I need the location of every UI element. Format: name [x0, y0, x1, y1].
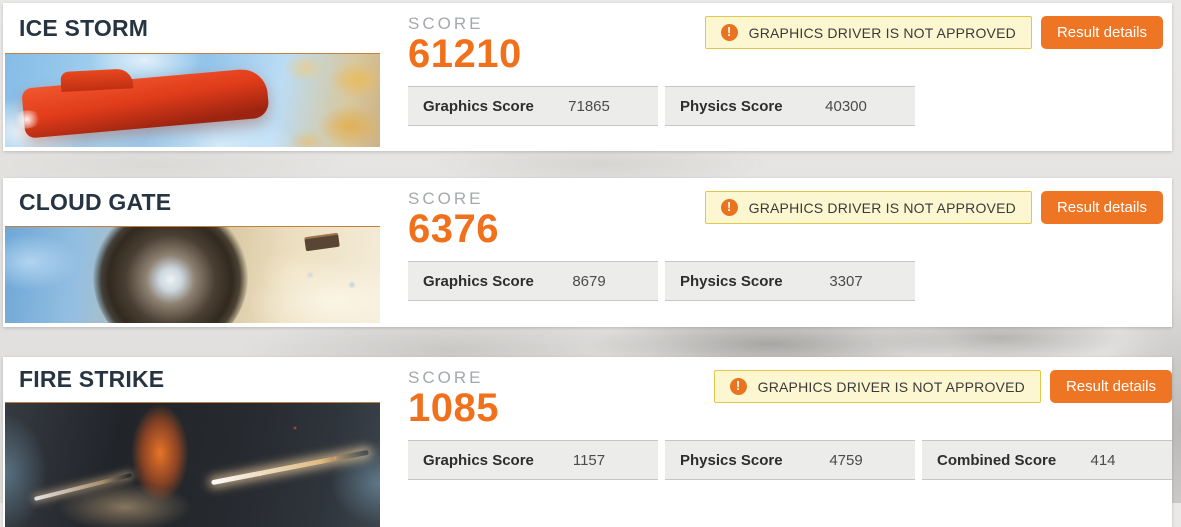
- driver-warning-text: GRAPHICS DRIVER IS NOT APPROVED: [748, 24, 1016, 41]
- gate-ring-graphic: [93, 227, 248, 323]
- physics-score-cell: Physics Score 40300: [665, 86, 915, 127]
- driver-warning-badge: ! GRAPHICS DRIVER IS NOT APPROVED: [713, 370, 1041, 403]
- sub-score-table: Graphics Score 1157 Physics Score 4759 C…: [408, 440, 1172, 481]
- driver-warning-badge: ! GRAPHICS DRIVER IS NOT APPROVED: [704, 16, 1032, 49]
- ice-storm-artwork: [5, 53, 380, 147]
- benchmark-card-fire-strike: FIRE STRIKE SCORE 1085 ! GRAPHICS DRIVER…: [3, 357, 1172, 527]
- benchmark-title: FIRE STRIKE: [19, 366, 165, 392]
- benchmark-title: ICE STORM: [19, 14, 149, 41]
- graphics-score-label: Graphics Score: [423, 272, 534, 290]
- ice-storm-left-column: ICE STORM: [3, 3, 380, 151]
- fire-strike-header: FIRE STRIKE: [3, 357, 380, 402]
- total-score-value: 1085: [408, 386, 499, 431]
- cloud-gate-artwork: [5, 226, 380, 323]
- alert-group: ! GRAPHICS DRIVER IS NOT APPROVED Result…: [713, 370, 1172, 403]
- driver-warning-badge: ! GRAPHICS DRIVER IS NOT APPROVED: [704, 191, 1032, 224]
- sub-score-table: Graphics Score 8679 Physics Score 3307: [408, 261, 1163, 302]
- alert-group: ! GRAPHICS DRIVER IS NOT APPROVED Result…: [704, 191, 1163, 224]
- benchmark-card-cloud-gate: CLOUD GATE SCORE 6376 ! GRAPHICS DRIVER …: [3, 178, 1172, 327]
- floating-ship-graphic: [304, 232, 340, 252]
- exclamation-icon: !: [720, 24, 738, 41]
- exclamation-icon: !: [729, 378, 747, 395]
- graphics-score-cell: Graphics Score 71865: [408, 86, 658, 127]
- score-caption: SCORE: [408, 368, 484, 387]
- physics-score-cell: Physics Score 4759: [665, 440, 915, 481]
- result-details-button[interactable]: Result details: [1040, 16, 1163, 49]
- sword-glow-graphic: [34, 472, 132, 502]
- physics-score-value: 3307: [829, 272, 863, 290]
- score-row: SCORE 6376 ! GRAPHICS DRIVER IS NOT APPR…: [408, 189, 1163, 250]
- driver-warning-text: GRAPHICS DRIVER IS NOT APPROVED: [757, 378, 1025, 395]
- cloud-gate-header: CLOUD GATE: [3, 178, 380, 226]
- score-caption: SCORE: [408, 189, 484, 208]
- sword-glow-graphic: [210, 449, 370, 486]
- benchmark-card-ice-storm: ICE STORM SCORE 61210 ! GRAPHICS DRIVER …: [3, 3, 1172, 151]
- physics-score-label: Physics Score: [680, 272, 783, 290]
- result-details-button[interactable]: Result details: [1049, 370, 1172, 403]
- cloud-gate-results: SCORE 6376 ! GRAPHICS DRIVER IS NOT APPR…: [380, 178, 1172, 327]
- combined-score-label: Combined Score: [937, 451, 1057, 469]
- score-block: SCORE 61210: [408, 14, 522, 75]
- driver-warning-text: GRAPHICS DRIVER IS NOT APPROVED: [748, 199, 1016, 216]
- graphics-score-value: 1157: [572, 451, 606, 469]
- result-details-button[interactable]: Result details: [1040, 191, 1163, 224]
- graphics-score-label: Graphics Score: [423, 97, 534, 115]
- physics-score-label: Physics Score: [680, 451, 783, 469]
- score-row: SCORE 1085 ! GRAPHICS DRIVER IS NOT APPR…: [408, 368, 1172, 429]
- combined-score-value: 414: [1090, 451, 1116, 469]
- ice-storm-results: SCORE 61210 ! GRAPHICS DRIVER IS NOT APP…: [380, 3, 1172, 151]
- fire-strike-results: SCORE 1085 ! GRAPHICS DRIVER IS NOT APPR…: [380, 357, 1181, 527]
- benchmark-title: CLOUD GATE: [19, 188, 172, 215]
- fire-strike-artwork: [5, 402, 380, 527]
- spaceship-graphic: [21, 67, 270, 139]
- graphics-score-value: 8679: [572, 272, 606, 290]
- physics-score-value: 40300: [825, 97, 867, 115]
- physics-score-cell: Physics Score 3307: [665, 261, 915, 302]
- physics-score-label: Physics Score: [680, 97, 783, 115]
- score-caption: SCORE: [408, 14, 484, 33]
- score-block: SCORE 6376: [408, 189, 499, 250]
- sub-score-table: Graphics Score 71865 Physics Score 40300: [408, 86, 1163, 127]
- combined-score-cell: Combined Score 414: [922, 440, 1172, 481]
- exclamation-icon: !: [720, 199, 738, 216]
- score-block: SCORE 1085: [408, 368, 499, 429]
- ice-storm-header: ICE STORM: [3, 3, 380, 53]
- physics-score-value: 4759: [829, 451, 863, 469]
- total-score-value: 61210: [408, 32, 522, 77]
- fire-strike-left-column: FIRE STRIKE: [3, 357, 380, 527]
- total-score-value: 6376: [408, 207, 499, 252]
- graphics-score-label: Graphics Score: [423, 451, 534, 469]
- score-row: SCORE 61210 ! GRAPHICS DRIVER IS NOT APP…: [408, 14, 1163, 75]
- graphics-score-cell: Graphics Score 1157: [408, 440, 658, 481]
- graphics-score-value: 71865: [568, 97, 610, 115]
- cloud-gate-left-column: CLOUD GATE: [3, 178, 380, 327]
- graphics-score-cell: Graphics Score 8679: [408, 261, 658, 302]
- alert-group: ! GRAPHICS DRIVER IS NOT APPROVED Result…: [704, 16, 1163, 49]
